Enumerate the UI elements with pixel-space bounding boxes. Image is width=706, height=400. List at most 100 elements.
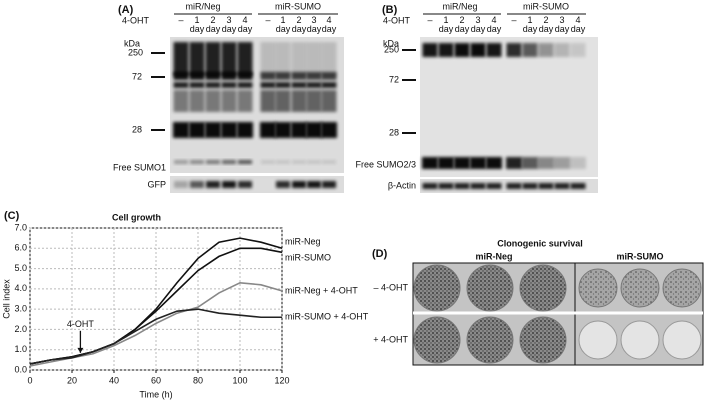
blot-band (470, 183, 486, 189)
plate (662, 268, 702, 308)
blot-band (506, 43, 522, 57)
blot-band (438, 157, 454, 169)
blot-band (306, 82, 322, 88)
blot-band (538, 183, 554, 189)
lane-label: 2 day (291, 15, 307, 34)
row-label: + 4-OHT (373, 334, 408, 344)
lane-label: 3 day (470, 15, 486, 34)
blot-band (221, 42, 237, 76)
lane-label: – (178, 15, 184, 25)
band-label: GFP (147, 179, 166, 189)
plate (519, 316, 567, 364)
blot-band (261, 160, 275, 164)
lane-label: 1 day (438, 15, 454, 34)
plate (620, 268, 660, 308)
band-label: Free SUMO1 (113, 162, 166, 172)
lane-label: – (265, 15, 271, 25)
blot-band (275, 90, 291, 112)
lane-label: 3 day (554, 15, 570, 34)
band-label: Free SUMO2/3 (355, 159, 416, 169)
series-line (29, 247, 283, 365)
blot-band (538, 157, 554, 169)
blot-band (237, 90, 253, 112)
group-label: miR-SUMO (523, 1, 569, 11)
series-label: miR-Neg (285, 237, 321, 247)
blot-band (222, 160, 236, 164)
blot-band (321, 72, 337, 80)
lane-label: 4 day (321, 15, 337, 34)
lane-label: 1 day (189, 15, 205, 34)
blot-band (522, 157, 538, 169)
blot-band (422, 157, 438, 169)
lane-label: 3 day (306, 15, 322, 34)
blot-band (276, 160, 290, 164)
blot-band (291, 72, 307, 80)
plate (413, 316, 461, 364)
blot-band (438, 183, 454, 189)
blot-band (470, 157, 486, 169)
panel-label: (C) (4, 210, 20, 222)
blot-band (173, 72, 189, 80)
marker-label: 72 (132, 71, 142, 81)
lane-label: 1 day (275, 15, 291, 34)
blot-band (189, 122, 205, 138)
panel-label: (D) (372, 248, 388, 260)
y-tick-label: 0.0 (14, 364, 27, 374)
blot-membrane (170, 176, 344, 193)
blot-band (291, 82, 307, 88)
x-tick-label: 80 (193, 375, 203, 385)
blot-band (454, 183, 470, 189)
blot-band (260, 90, 276, 112)
blot-band (470, 43, 486, 57)
blot-band (173, 90, 189, 112)
blot-band (206, 181, 220, 188)
chart-title: Cell growth (112, 212, 161, 222)
x-tick-label: 40 (109, 375, 119, 385)
y-tick-label: 7.0 (14, 222, 27, 232)
treatment-label: 4-OHT (122, 15, 150, 25)
lane-label: 1 day (522, 15, 538, 34)
panel-label: (A) (118, 4, 134, 16)
blot-band (321, 122, 337, 138)
blot-band (189, 42, 205, 76)
blot-band (321, 42, 337, 76)
marker-label: 250 (128, 47, 143, 57)
blot-band (276, 181, 290, 188)
y-tick-label: 6.0 (14, 243, 27, 253)
blot-band (237, 42, 253, 76)
x-axis-label: Time (h) (139, 389, 172, 399)
marker-label: 72 (389, 74, 399, 84)
marker-label: 250 (384, 44, 399, 54)
blot-band (306, 122, 322, 138)
blot-band (221, 82, 237, 88)
blot-band (275, 82, 291, 88)
row-label: – 4-OHT (373, 282, 408, 292)
blot-band (238, 160, 252, 164)
blot-band (486, 43, 502, 57)
blot-band (291, 90, 307, 112)
blot-band (190, 160, 204, 164)
unit-label: kDa (383, 38, 399, 48)
blot-band (173, 42, 189, 76)
panel-label: (B) (382, 4, 398, 16)
blot-band (522, 183, 538, 189)
blot-band (174, 160, 188, 164)
lane-label: 2 day (454, 15, 470, 34)
plate (519, 264, 567, 312)
plate (466, 264, 514, 312)
blot-band (570, 157, 586, 169)
blot-band (189, 72, 205, 80)
blot-band (454, 157, 470, 169)
blot-band (486, 183, 502, 189)
y-tick-label: 5.0 (14, 263, 27, 273)
blot-membrane (420, 37, 598, 177)
blot-band (554, 43, 570, 57)
blot-band (306, 72, 322, 80)
blot-band (205, 72, 221, 80)
blot-band (275, 72, 291, 80)
blot-band (321, 90, 337, 112)
plate (413, 264, 461, 312)
blot-band (173, 82, 189, 88)
